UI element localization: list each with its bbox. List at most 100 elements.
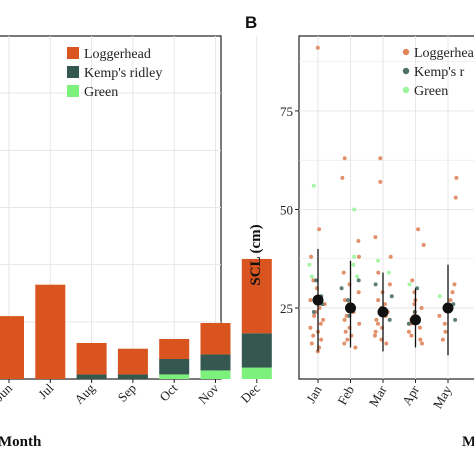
point-loggerhead [376,270,381,275]
point-loggerhead [356,239,361,243]
bar-kemps-sep [117,374,148,379]
mean-point-jan [312,294,324,306]
point-loggerhead [421,243,426,247]
point-kemps [346,298,350,303]
point-loggerhead [417,325,422,330]
legend-b-label-kemps: Kemp's r [414,65,465,80]
legend-dot-green [402,86,410,94]
point-loggerhead [342,317,347,322]
point-loggerhead [419,306,424,310]
point-green [437,294,442,299]
bar-loggerhead-oct [159,338,190,359]
bar-loggerhead-aug [76,342,107,375]
point-loggerhead [378,179,383,184]
point-loggerhead [443,329,448,334]
panel-b-means [312,248,454,356]
mean-point-feb [345,302,356,314]
point-loggerhead [440,337,445,342]
point-loggerhead [321,317,326,322]
bar-loggerhead-jun [0,316,24,379]
point-loggerhead [312,313,317,318]
point-loggerhead [442,321,447,326]
bar-green-oct [159,374,190,379]
panel-a-bars [0,258,272,379]
point-loggerhead [409,333,414,338]
point-loggerhead [448,298,453,303]
panel-a-tick-label-nov: Nov [195,380,222,407]
panel-b-tick-label-mar: Mar [366,382,390,409]
point-green [386,270,391,275]
panel-a-tick-label-jun: Jun [0,380,15,404]
point-loggerhead [410,278,415,283]
panel-a-x-ticks: Jun Jul Aug Sep Oct Nov Dec [0,379,263,407]
bar-loggerhead-nov [200,322,231,355]
bar-kemps-dec [241,333,272,368]
point-loggerhead [318,321,323,326]
point-kemps [314,278,319,283]
panel-b-y-tick-label-50: 50 [280,202,293,217]
point-loggerhead [342,298,347,303]
point-loggerhead [340,175,345,180]
mean-point-may [442,302,454,314]
point-green [307,262,312,267]
point-loggerhead [376,298,381,303]
point-green [309,274,314,279]
legend-b-label-loggerhead: Loggerhead [414,46,474,61]
panel-a-x-axis-title: Month [0,434,42,450]
point-green [311,183,316,188]
point-loggerhead [374,317,379,322]
point-loggerhead [311,333,316,338]
point-loggerhead [453,195,458,200]
point-loggerhead [416,227,421,232]
panel-b-y-axis-title: SCL (cm) [248,224,264,285]
point-loggerhead [388,254,393,259]
point-loggerhead [342,341,347,346]
point-loggerhead [317,227,322,232]
point-green [352,254,357,259]
point-loggerhead [450,290,455,295]
mean-point-mar [377,306,389,318]
legend-label-loggerhead: Loggerhead [84,47,151,62]
point-loggerhead [376,321,380,326]
panel-b-legend: Loggerhead Kemp's r Green [402,46,474,99]
panel-b-y-tick-label-25: 25 [280,301,293,316]
panel-a-tick-label-dec: Dec [238,380,264,406]
point-loggerhead [387,282,392,287]
point-loggerhead [315,45,320,50]
point-loggerhead [384,341,389,346]
point-loggerhead [308,298,313,303]
point-loggerhead [345,337,350,342]
legend-label-green: Green [84,85,118,100]
point-loggerhead [437,313,442,318]
panel-b-scatter-chart: B 25 50 75 Jan Feb Mar Apr May Loggerhead Kemp… [245,13,474,450]
legend-b-label-green: Green [414,84,448,99]
point-green [407,282,412,287]
point-green [351,262,356,267]
point-loggerhead [356,290,361,295]
panel-b-points [307,45,459,354]
point-loggerhead [309,254,314,259]
point-kemps [339,286,344,291]
panel-b-y-tick-label-75: 75 [280,104,293,119]
point-kemps [387,317,392,322]
point-loggerhead [372,333,377,338]
point-kemps [311,310,316,314]
point-loggerhead [343,329,348,334]
point-loggerhead [308,325,313,330]
panel-a-tick-label-jul: Jul [35,380,57,402]
bar-loggerhead-sep [117,348,148,375]
panel-b-tick-label-jan: Jan [303,383,325,406]
panel-a-tick-label-oct: Oct [156,380,180,404]
point-loggerhead [454,175,459,180]
point-loggerhead [357,254,361,259]
point-loggerhead [420,341,424,346]
panel-a-tick-label-sep: Sep [115,381,139,405]
point-green [376,258,381,263]
point-kemps [453,317,458,322]
bar-kemps-nov [200,354,231,371]
legend-dot-kemps [402,67,410,75]
bar-green-dec [241,367,272,379]
legend-swatch-kemps [67,66,79,78]
legend-swatch-loggerhead [67,47,79,59]
panel-a-bar-chart: Jun Jul Aug Sep Oct Nov Dec Loggerhead Kemp's … [0,35,272,450]
